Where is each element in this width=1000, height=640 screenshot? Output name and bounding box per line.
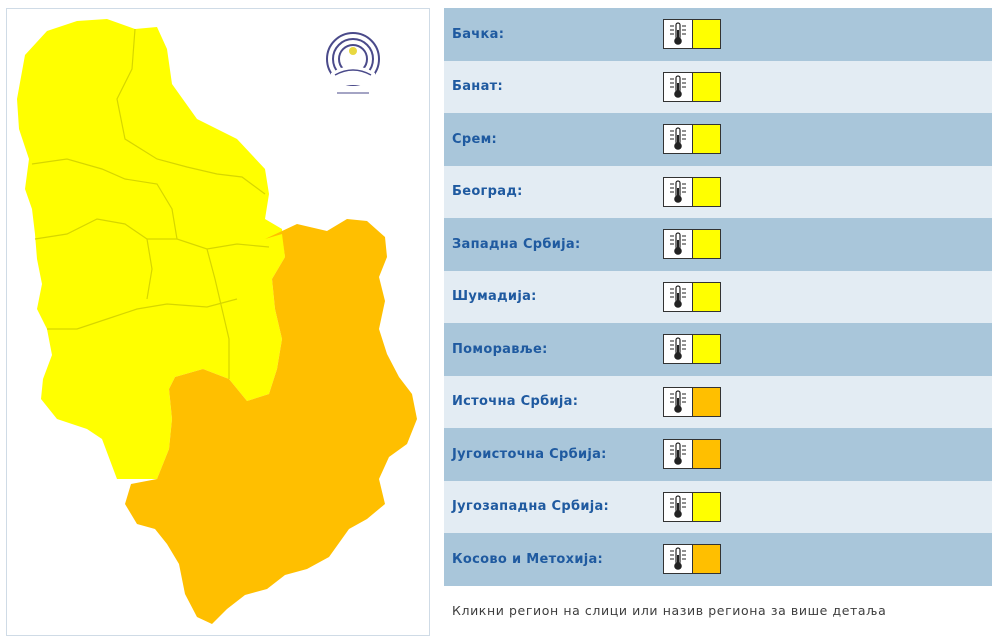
warning-indicator[interactable] — [663, 229, 721, 260]
region-name-link[interactable]: Југоисточна Србија: — [452, 446, 607, 462]
warning-level-swatch — [693, 281, 721, 312]
thermometer-icon — [663, 176, 693, 207]
region-name-link[interactable]: Југозападна Србија: — [452, 499, 610, 515]
warning-level-swatch — [693, 19, 721, 50]
region-warning-list: Бачка: Банат: Срем: Београд: Западна Србија:… — [444, 8, 992, 636]
warning-level-swatch — [693, 491, 721, 522]
warning-level-swatch — [693, 439, 721, 470]
map-region-southeast[interactable] — [125, 219, 417, 624]
warning-level-swatch — [693, 124, 721, 155]
weather-service-logo-icon — [323, 29, 383, 101]
thermometer-icon — [663, 124, 693, 155]
region-name-link[interactable]: Шумадија: — [452, 289, 537, 305]
warning-indicator[interactable] — [663, 281, 721, 312]
region-name-link[interactable]: Банат: — [452, 79, 503, 95]
region-row[interactable]: Срем: — [444, 113, 992, 166]
warning-indicator[interactable] — [663, 386, 721, 417]
region-name-link[interactable]: Београд: — [452, 184, 523, 200]
thermometer-icon — [663, 71, 693, 102]
warning-indicator[interactable] — [663, 124, 721, 155]
region-row[interactable]: Југозападна Србија: — [444, 480, 992, 533]
serbia-map — [17, 19, 417, 624]
warning-level-swatch — [693, 334, 721, 365]
warning-level-swatch — [693, 71, 721, 102]
thermometer-icon — [663, 491, 693, 522]
warning-indicator[interactable] — [663, 19, 721, 50]
region-row[interactable]: Косово и Метохија: — [444, 533, 992, 586]
thermometer-icon — [663, 19, 693, 50]
warning-level-swatch — [693, 229, 721, 260]
region-name-link[interactable]: Источна Србија: — [452, 394, 579, 410]
thermometer-icon — [663, 334, 693, 365]
warning-indicator[interactable] — [663, 334, 721, 365]
region-name-link[interactable]: Косово и Метохија: — [452, 551, 604, 567]
footer-hint: Кликни регион на слици или назив региона… — [444, 585, 992, 636]
thermometer-icon — [663, 439, 693, 470]
warning-indicator[interactable] — [663, 176, 721, 207]
region-name-link[interactable]: Поморавље: — [452, 341, 548, 357]
warning-indicator[interactable] — [663, 491, 721, 522]
map-region-north[interactable] — [17, 19, 285, 479]
thermometer-icon — [663, 544, 693, 575]
region-map — [6, 8, 430, 636]
region-row[interactable]: Београд: — [444, 165, 992, 218]
region-row[interactable]: Источна Србија: — [444, 375, 992, 428]
thermometer-icon — [663, 229, 693, 260]
warning-indicator[interactable] — [663, 439, 721, 470]
region-row[interactable]: Банат: — [444, 60, 992, 113]
thermometer-icon — [663, 281, 693, 312]
region-name-link[interactable]: Бачка: — [452, 26, 505, 42]
warning-level-swatch — [693, 544, 721, 575]
region-row[interactable]: Западна Србија: — [444, 218, 992, 271]
thermometer-icon — [663, 386, 693, 417]
region-name-link[interactable]: Западна Србија: — [452, 236, 581, 252]
warning-indicator[interactable] — [663, 71, 721, 102]
region-row[interactable]: Бачка: — [444, 8, 992, 61]
region-row[interactable]: Шумадија: — [444, 270, 992, 323]
region-row[interactable]: Југоисточна Србија: — [444, 428, 992, 481]
warning-indicator[interactable] — [663, 544, 721, 575]
warning-level-swatch — [693, 176, 721, 207]
region-name-link[interactable]: Срем: — [452, 131, 497, 147]
region-row[interactable]: Поморавље: — [444, 323, 992, 376]
warning-level-swatch — [693, 386, 721, 417]
